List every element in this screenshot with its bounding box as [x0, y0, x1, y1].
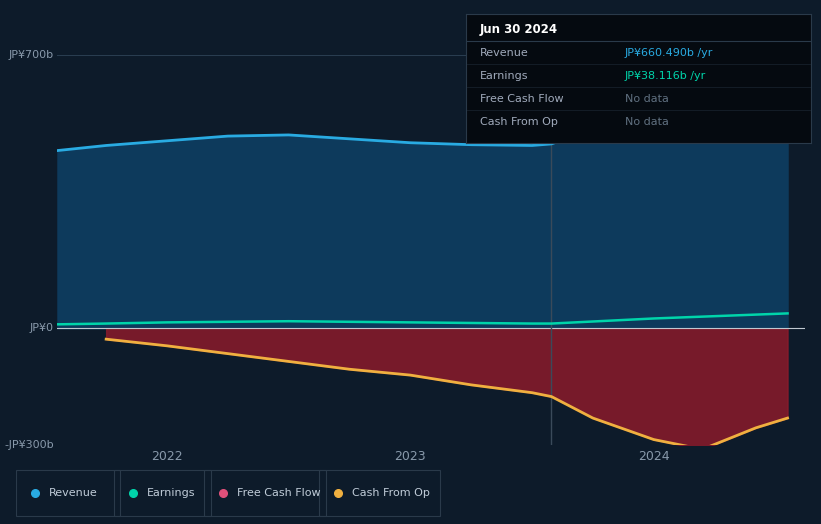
Text: Revenue: Revenue [49, 487, 98, 498]
Text: JP¥38.116b /yr: JP¥38.116b /yr [625, 71, 706, 81]
Text: JP¥700b: JP¥700b [8, 50, 53, 60]
Text: -JP¥300b: -JP¥300b [4, 440, 53, 451]
Text: Free Cash Flow: Free Cash Flow [237, 487, 320, 498]
Text: Free Cash Flow: Free Cash Flow [480, 94, 564, 104]
Text: Cash From Op: Cash From Op [351, 487, 429, 498]
Text: Past C: Past C [768, 63, 802, 73]
Text: No data: No data [625, 94, 669, 104]
Text: Earnings: Earnings [480, 71, 529, 81]
Text: Cash From Op: Cash From Op [480, 117, 558, 127]
Text: JP¥0: JP¥0 [30, 323, 53, 333]
Text: JP¥660.490b /yr: JP¥660.490b /yr [625, 48, 713, 58]
Text: Jun 30 2024: Jun 30 2024 [480, 23, 558, 36]
Text: No data: No data [625, 117, 669, 127]
Text: Revenue: Revenue [480, 48, 529, 58]
Text: Earnings: Earnings [146, 487, 195, 498]
